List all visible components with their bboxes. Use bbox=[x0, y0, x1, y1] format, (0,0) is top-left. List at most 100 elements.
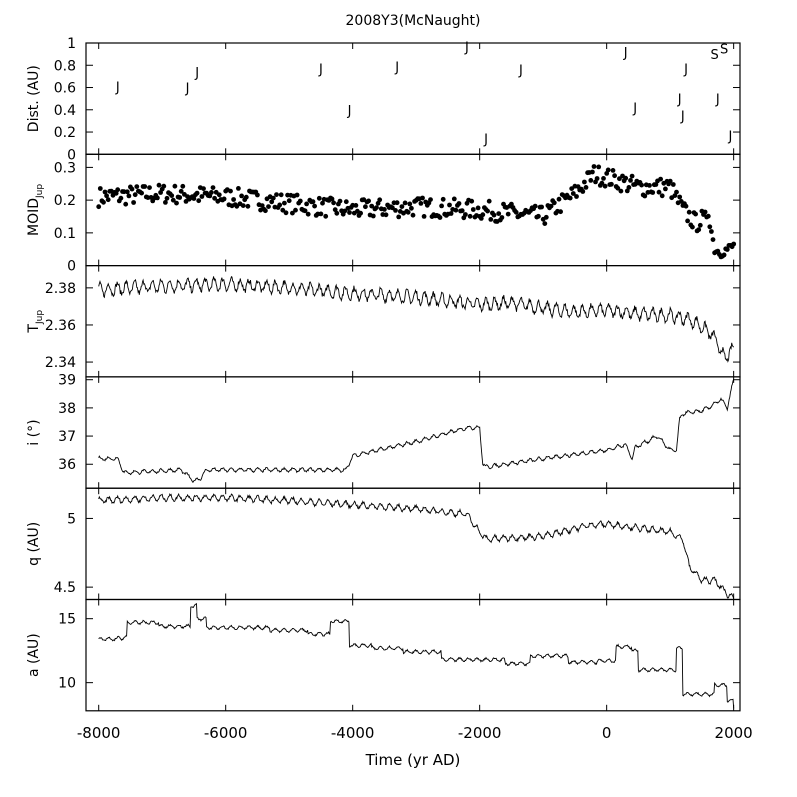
dist-ytick-label: 0.8 bbox=[54, 58, 76, 74]
moid-point bbox=[363, 204, 368, 210]
moid-point bbox=[707, 224, 713, 230]
moid-point bbox=[201, 186, 206, 192]
moid-point bbox=[274, 192, 279, 198]
dist-point-label: J bbox=[115, 80, 120, 95]
incl-ylabel-main: i (°) bbox=[26, 419, 42, 445]
moid-point bbox=[639, 182, 644, 188]
moid-point bbox=[617, 176, 622, 182]
moid-point bbox=[383, 212, 389, 218]
moid-point bbox=[255, 192, 260, 198]
dist-point-label: J bbox=[728, 129, 733, 144]
dist-point-label: J bbox=[185, 82, 190, 97]
moid-point bbox=[448, 211, 454, 216]
moid-point bbox=[161, 183, 167, 189]
q-ylabel-main: q (AU) bbox=[26, 522, 42, 566]
moid-point bbox=[290, 210, 295, 216]
moid-point bbox=[548, 203, 554, 209]
moid-point bbox=[594, 176, 600, 181]
moid-point bbox=[656, 189, 662, 195]
moid-point bbox=[297, 198, 303, 204]
moid-point bbox=[574, 194, 579, 199]
moid-point bbox=[126, 193, 132, 199]
moid-point bbox=[642, 193, 648, 199]
moid-point bbox=[658, 176, 663, 182]
moid-point bbox=[731, 241, 737, 247]
moid-point bbox=[677, 194, 683, 200]
q-series-line bbox=[98, 492, 735, 599]
panel-a: 10 15 a (AU) bbox=[26, 598, 741, 712]
tjup-ylabel-sub: Jup bbox=[35, 310, 45, 325]
a-ytick-label: 10 bbox=[58, 676, 76, 692]
moid-point bbox=[270, 195, 276, 201]
a-ylabel: a (AU) bbox=[26, 633, 42, 677]
moid-point bbox=[418, 201, 424, 206]
moid-point bbox=[663, 186, 668, 192]
a-ytick-label: 15 bbox=[58, 612, 76, 628]
moid-point bbox=[302, 208, 308, 214]
xtick-label: 0 bbox=[602, 724, 612, 742]
incl-ytick-label: 36 bbox=[58, 457, 76, 473]
dist-point-label: J bbox=[394, 60, 399, 75]
moid-ytick-label: 0 bbox=[67, 259, 76, 275]
moid-point bbox=[486, 198, 492, 204]
moid-point bbox=[709, 229, 714, 234]
moid-point bbox=[282, 200, 287, 206]
moid-point bbox=[539, 204, 544, 210]
moid-point bbox=[305, 211, 311, 217]
moid-point bbox=[293, 207, 298, 213]
moid-point bbox=[97, 186, 103, 191]
moid-point bbox=[132, 192, 138, 198]
moid-point bbox=[421, 214, 427, 219]
moid-point bbox=[142, 184, 148, 189]
dist-point-label: J bbox=[632, 102, 637, 117]
moid-point bbox=[420, 195, 425, 201]
moid-point bbox=[123, 201, 129, 207]
dist-ytick-label: 1 bbox=[67, 36, 76, 52]
moid-ytick-label: 0.3 bbox=[54, 160, 76, 176]
moid-point bbox=[370, 213, 376, 219]
moid-point bbox=[556, 196, 562, 202]
moid-point bbox=[463, 212, 468, 217]
moid-point bbox=[456, 201, 462, 206]
moid-point bbox=[343, 199, 349, 205]
moid-point bbox=[567, 195, 573, 201]
moid-point bbox=[180, 183, 186, 189]
moid-point bbox=[686, 209, 692, 215]
moid-point bbox=[582, 179, 587, 185]
moid-point bbox=[353, 203, 359, 208]
tjup-ylabel: TJup bbox=[26, 310, 45, 334]
dist-point-label: J bbox=[683, 63, 688, 78]
moid-point bbox=[134, 184, 140, 190]
moid-point bbox=[459, 208, 465, 214]
moid-point bbox=[488, 217, 494, 222]
panel-moid: 0 0.1 0.2 0.3 MOIDJup bbox=[26, 153, 741, 275]
a-ylabel-main: a (AU) bbox=[26, 633, 42, 677]
moid-point bbox=[115, 187, 121, 193]
moid-point bbox=[596, 164, 602, 170]
moid-point bbox=[337, 198, 343, 204]
moid-point bbox=[407, 201, 413, 207]
moid-point bbox=[347, 210, 352, 215]
moid-point bbox=[724, 247, 730, 252]
moid-point bbox=[653, 182, 659, 187]
dist-ytick-label: 0.6 bbox=[54, 81, 76, 97]
q-frame bbox=[85, 487, 741, 601]
tjup-series-line bbox=[98, 276, 735, 363]
moid-point bbox=[580, 189, 586, 194]
q-ytick-label: 4.5 bbox=[54, 580, 76, 596]
moid-point bbox=[612, 173, 617, 179]
moid-point bbox=[399, 204, 405, 210]
moid-point bbox=[428, 197, 433, 203]
x-axis-label: Time (yr AD) bbox=[365, 751, 461, 769]
dist-point-label: J bbox=[677, 93, 682, 108]
moid-point bbox=[283, 210, 289, 216]
moid-point bbox=[650, 190, 656, 195]
dist-ytick-label: 0.4 bbox=[54, 103, 76, 119]
moid-point bbox=[590, 169, 595, 175]
a-series-line bbox=[98, 602, 735, 709]
moid-point bbox=[320, 200, 325, 206]
dist-point-label: J bbox=[680, 109, 685, 124]
moid-point bbox=[705, 213, 711, 219]
